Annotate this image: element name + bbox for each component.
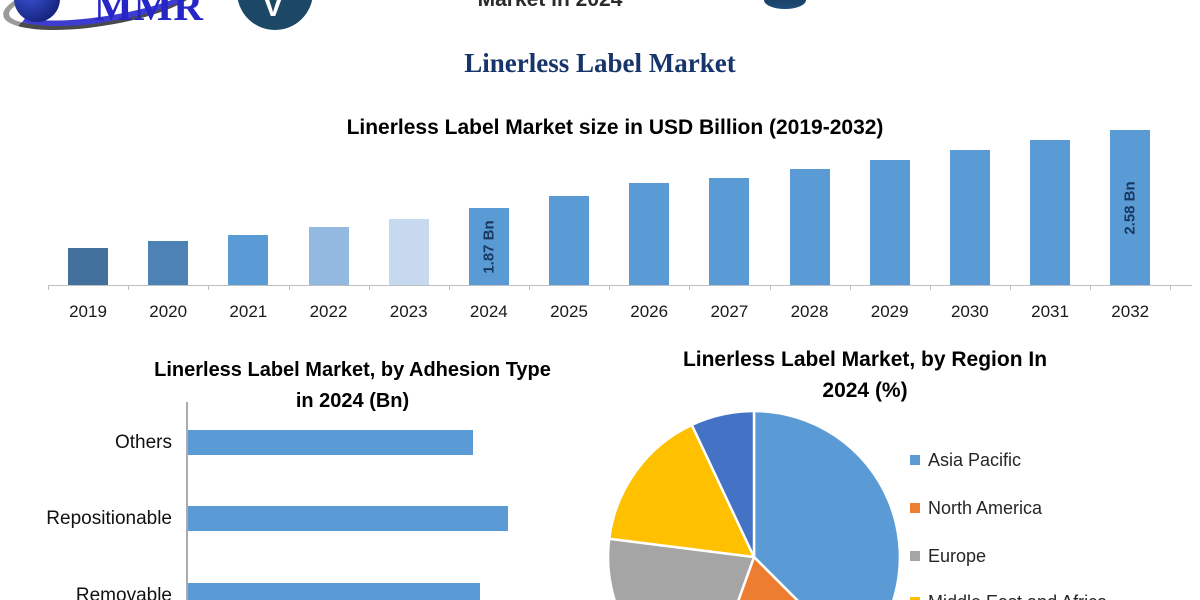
legend-item-asia-pacific: Asia Pacific [910,450,1190,470]
x-tick-label-2026: 2026 [630,302,669,321]
region-chart-title-line2: 2024 (%) [822,379,908,402]
x-tick-label-2032: 2032 [1111,302,1150,321]
logo-text: MMR [94,0,205,29]
region-chart-title-line1: Linerless Label Market, by Region In [682,348,1048,371]
x-tick-label-2031: 2031 [1031,302,1069,321]
x-tick-label-2022: 2022 [309,302,348,321]
legend-label: Middle East and Africa [928,592,1107,600]
bar-2030 [949,150,990,285]
x-axis-tick [1090,285,1092,290]
adhesion-chart-title-line2: in 2024 (Bn) [295,390,410,412]
x-axis-tick [929,285,931,290]
adhesion-chart-title-line1: Linerless Label Market, by Adhesion Type [154,359,551,381]
bar-2027 [709,178,750,285]
pie-slice-middle-east-and-africa [607,423,757,559]
legend-label: Asia Pacific [928,450,1022,470]
bar-2025 [549,196,590,285]
legend-swatch-icon [910,597,920,600]
x-axis-tick [128,285,130,290]
badge-glyph-icon: V [263,0,284,23]
page-title: Linerless Label Market [464,48,736,78]
bar-value-label-2032: 2.58 Bn [1121,180,1139,235]
bar-2024 [468,208,509,285]
hbar-axis-line [186,402,188,600]
legend-label: North America [928,498,1043,518]
region-chart-title: Linerless Label Market, by Region In 202… [620,344,1110,406]
bar-2031 [1030,140,1071,285]
pie-slice-north-america [737,554,799,600]
bar-2022 [308,227,349,285]
x-axis-tick [1170,285,1172,290]
bar-chart-title: Linerless Label Market size in USD Billi… [346,116,884,139]
bar-2032 [1110,130,1151,285]
x-axis-tick [609,285,611,290]
legend-item-north-america: North America [910,498,1190,518]
x-tick-label-2023: 2023 [389,302,428,321]
region-pie-chart [606,409,902,600]
x-tick-label-2025: 2025 [550,302,588,321]
x-axis-line [48,285,1192,286]
legend-swatch-icon [910,503,920,513]
bar-chart-plot: 2019 2020 2021 2022 2023 2024 2025 2026 2027 2028… [48,130,1192,321]
x-tick-label-2020: 2020 [149,302,188,321]
legend-label: Europe [928,546,987,566]
x-axis-tick [368,285,370,290]
x-axis-tick [1010,285,1012,290]
pie-slice-asia-pacific [752,409,902,600]
hbar-removable [187,583,480,600]
x-axis-tick [769,285,771,290]
x-axis-tick [288,285,290,290]
bar-2020 [148,241,189,285]
bar-2019 [68,248,108,285]
x-axis-tick [529,285,531,290]
x-tick-label-2021: 2021 [229,302,268,321]
x-tick-label-2029: 2029 [870,302,909,321]
bar-value-label-2024: 1.87 Bn [480,219,498,274]
x-axis-tick [849,285,851,290]
legend-swatch-icon [910,455,920,465]
bar-2023 [388,219,429,285]
bar-2029 [869,160,910,285]
bar-2028 [789,169,830,285]
bar-2021 [228,235,269,285]
x-axis-tick [208,285,210,290]
hbar-label-repositionable: Repositionable [46,507,172,529]
header-ellipse-fragment-icon [764,0,806,9]
legend-swatch-icon [910,551,920,561]
hbar-others [187,430,473,455]
hbar-repositionable [187,506,508,531]
x-tick-label-2030: 2030 [950,302,989,321]
x-axis-tick [448,285,450,290]
header-clipped-text: Market in 2024 [440,0,660,12]
adhesion-chart-title: Linerless Label Market, by Adhesion Type… [65,355,640,417]
x-tick-label-2019: 2019 [69,302,107,321]
x-tick-label-2024: 2024 [469,302,508,321]
x-axis-tick [689,285,691,290]
x-tick-label-2027: 2027 [710,302,749,321]
hbar-label-others: Others [114,431,172,453]
pie-slice-europe [606,537,756,600]
bar-2026 [629,183,670,285]
mmr-logo: MMR [0,0,232,42]
pie-slice-unlabeled [690,409,756,558]
logo-globe-icon [14,0,60,22]
x-axis-tick [48,285,49,290]
hbar-label-removable: Removable [75,584,172,600]
legend-item-europe: Europe [910,546,1190,566]
legend-item-middle-east-and-africa: Middle East and Africa [910,592,1190,600]
x-tick-label-2028: 2028 [790,302,829,321]
